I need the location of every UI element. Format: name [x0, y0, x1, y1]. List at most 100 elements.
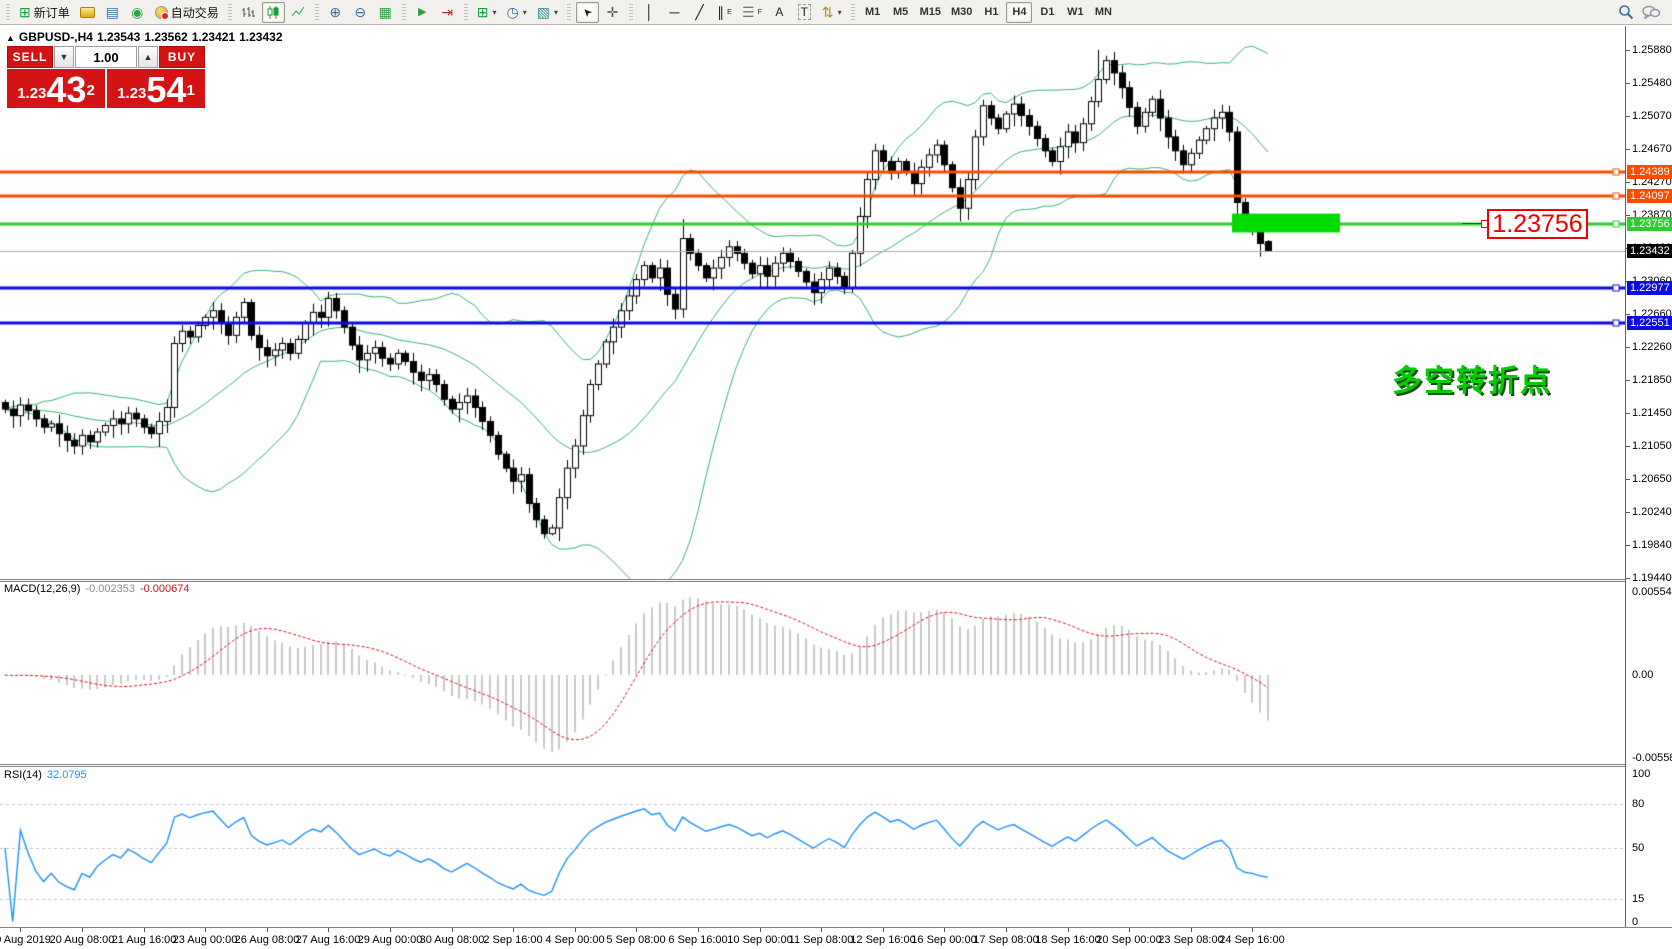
- open-chart-icon: ▤: [105, 4, 119, 20]
- macd-label: MACD(12,26,9) -0.002353 -0.000674: [4, 583, 190, 595]
- line-chart-icon: [291, 6, 305, 16]
- crosshair-button[interactable]: ✛: [601, 2, 624, 23]
- main-chart-canvas[interactable]: [0, 26, 1625, 579]
- price-callout[interactable]: 1.23756: [1487, 209, 1588, 239]
- dropdown-arrow-icon: ▾: [837, 7, 842, 17]
- text-button[interactable]: A: [768, 2, 791, 23]
- time-tick-label: 4 Sep 00:00: [545, 934, 605, 946]
- fibonacci-button[interactable]: ☰ F: [738, 2, 766, 23]
- search-icon[interactable]: [1618, 4, 1634, 20]
- market-watch-icon: [79, 6, 95, 18]
- timeframe-m15[interactable]: M15: [916, 2, 945, 23]
- price-tick-label: 1.25880: [1632, 44, 1672, 56]
- price-tick-mark: [1626, 545, 1630, 546]
- arrows-button[interactable]: ⇅ ▾: [818, 2, 846, 23]
- macd-pane-canvas[interactable]: [0, 583, 1625, 764]
- equidistant-channel-button[interactable]: ∥ E: [713, 2, 736, 23]
- time-tick-mark: [328, 928, 329, 932]
- timeframe-h1[interactable]: H1: [978, 2, 1004, 23]
- price-tick-mark: [1626, 314, 1630, 315]
- rsi-name: RSI(14): [4, 769, 42, 781]
- price-tick-mark: [1626, 83, 1630, 84]
- vertical-line-button[interactable]: │: [638, 2, 661, 23]
- time-tick-mark: [636, 928, 637, 932]
- price-tick-label: 1.22260: [1632, 341, 1672, 353]
- line-chart-button[interactable]: [287, 2, 310, 23]
- cursor-button[interactable]: ➤: [576, 1, 599, 23]
- timeframe-mn[interactable]: MN: [1090, 2, 1116, 23]
- macd-axis-top: 0.005543: [1632, 586, 1672, 598]
- zoom-out-icon: ⊖: [354, 4, 367, 20]
- timeframe-m1[interactable]: M1: [860, 2, 886, 23]
- text-label-button[interactable]: T: [793, 2, 816, 23]
- bar-chart-button[interactable]: [237, 2, 260, 23]
- time-tick-mark: [1191, 928, 1192, 932]
- dropdown-arrow-icon: ▾: [492, 7, 497, 17]
- auto-trading-button[interactable]: 自动交易: [151, 2, 223, 23]
- timeframe-h4[interactable]: H4: [1006, 1, 1033, 23]
- sell-button[interactable]: SELL: [7, 46, 53, 68]
- zoom-out-button[interactable]: ⊖: [349, 2, 372, 23]
- price-badge: 1.23756: [1627, 217, 1672, 231]
- toolbar-right-icons: [1618, 4, 1670, 20]
- timeframe-m5[interactable]: M5: [888, 2, 914, 23]
- chart-shift-button[interactable]: ⇥: [436, 2, 459, 23]
- sell-price[interactable]: 1.23 43 2: [7, 69, 105, 108]
- timeframe-m30[interactable]: M30: [947, 2, 976, 23]
- price-tick-mark: [1626, 578, 1630, 579]
- toolbar-grip[interactable]: [463, 4, 468, 20]
- horizontal-line-button[interactable]: ─: [663, 2, 686, 23]
- signals-button[interactable]: ◉: [126, 2, 149, 23]
- market-watch-button[interactable]: [76, 2, 99, 23]
- toolbar-grip[interactable]: [401, 4, 406, 20]
- toolbar-grip[interactable]: [850, 4, 855, 20]
- time-tick-mark: [1252, 928, 1253, 932]
- chart-bottom-border: [0, 927, 1672, 928]
- time-tick-mark: [82, 928, 83, 932]
- horizontal-line-icon: ─: [669, 4, 680, 20]
- open-chart-button[interactable]: ▤: [101, 2, 124, 23]
- timeframe-d1[interactable]: D1: [1034, 2, 1060, 23]
- volume-increase-button[interactable]: ▲: [138, 46, 158, 68]
- time-tick-label: 29 Aug 00:00: [357, 934, 423, 946]
- buy-button[interactable]: BUY: [159, 46, 205, 68]
- pivot-text-label[interactable]: 多空转折点: [1392, 365, 1552, 398]
- price-badge: 1.23432: [1627, 244, 1672, 258]
- rsi-pane-canvas[interactable]: [0, 768, 1625, 927]
- toolbar-grip[interactable]: [629, 4, 633, 20]
- rsi-axis-label: 80: [1632, 798, 1645, 810]
- templates-button[interactable]: ▧ ▾: [533, 2, 562, 23]
- indicators-button[interactable]: ⊞ ▾: [473, 2, 501, 23]
- pane-separator[interactable]: [0, 579, 1625, 582]
- toolbar-grip[interactable]: [567, 4, 571, 20]
- buy-price[interactable]: 1.23 54 1: [107, 69, 205, 108]
- time-tick-label: 6 Sep 16:00: [668, 934, 728, 946]
- periods-button[interactable]: ◷ ▾: [503, 2, 531, 23]
- trendline-button[interactable]: ╱: [688, 2, 711, 23]
- ohlc-close: 1.23432: [239, 30, 283, 44]
- toolbar-grip[interactable]: [227, 4, 232, 20]
- toolbar-grip[interactable]: [6, 4, 10, 20]
- bar-chart-icon: [242, 6, 256, 17]
- price-axis[interactable]: 1.25880 1.25480 1.25070 1.24670 1.24270 1.238…: [1625, 26, 1672, 928]
- candlestick-chart-button[interactable]: [261, 1, 285, 23]
- timeframe-w1[interactable]: W1: [1062, 2, 1088, 23]
- toolbar-grip[interactable]: [314, 4, 319, 20]
- zoom-in-button[interactable]: ⊕: [324, 2, 347, 23]
- pane-separator[interactable]: [0, 764, 1625, 767]
- price-tick-mark: [1626, 50, 1630, 51]
- time-tick-label: 17 Sep 08:00: [973, 934, 1039, 946]
- tile-windows-button[interactable]: ▦: [374, 2, 397, 23]
- price-tick-mark: [1626, 413, 1630, 414]
- volume-decrease-button[interactable]: ▼: [54, 46, 74, 68]
- volume-input[interactable]: 1.00: [75, 46, 137, 68]
- chat-icon[interactable]: [1642, 5, 1660, 20]
- time-tick-label: 5 Sep 08:00: [606, 934, 666, 946]
- collapse-panel-icon[interactable]: ▲: [6, 33, 15, 43]
- time-tick-label: 11 Sep 08:00: [788, 934, 854, 946]
- price-tick-mark: [1626, 479, 1630, 480]
- auto-scroll-button[interactable]: ▶: [411, 2, 434, 23]
- new-order-button[interactable]: ⊞ 新订单: [15, 2, 74, 23]
